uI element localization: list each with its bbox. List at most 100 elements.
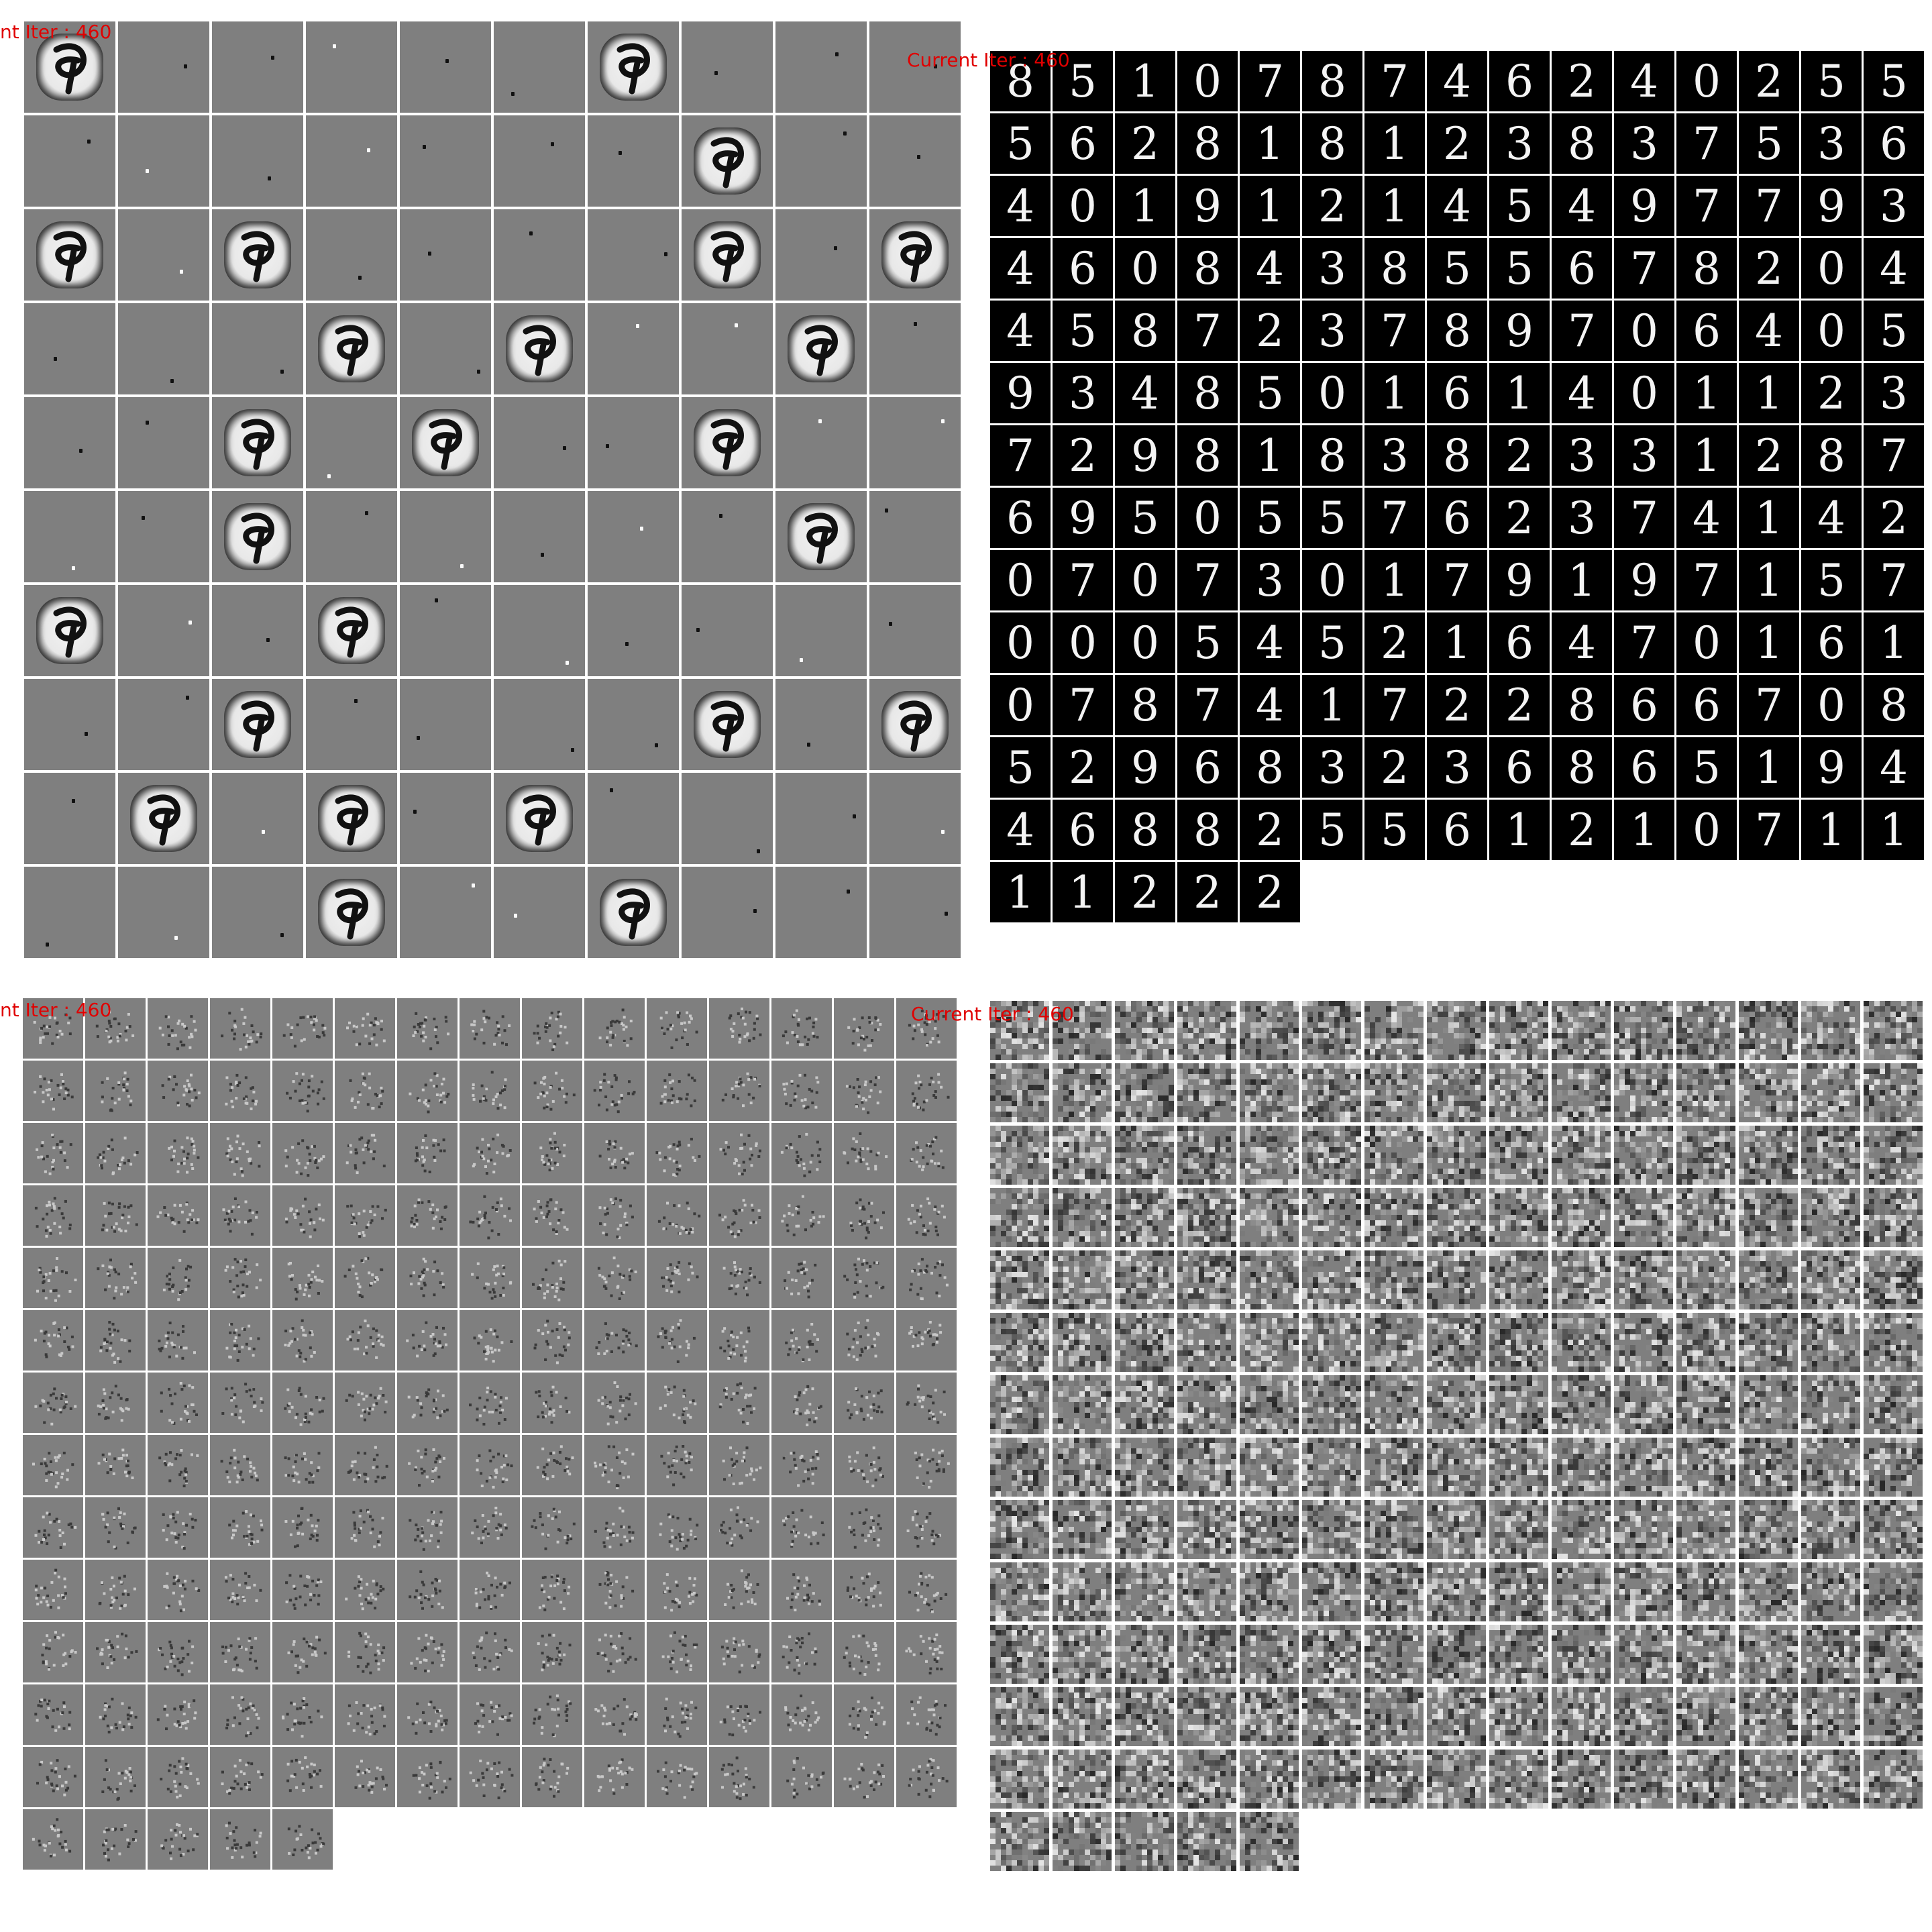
noise-filter-pixels	[1614, 1562, 1673, 1621]
weight-filter	[210, 1185, 270, 1246]
filter-cell	[212, 585, 303, 676]
noise-filter-pixels	[1739, 1001, 1798, 1060]
filter-dot	[664, 252, 667, 256]
digit-glyph: 1	[1801, 800, 1862, 860]
weight-filter	[834, 1560, 894, 1620]
filter-cell	[494, 209, 585, 301]
noise-filter	[1864, 1750, 1923, 1809]
weight-filter	[896, 1185, 957, 1246]
digit-sample: 6	[990, 488, 1051, 548]
noise-filter	[1053, 1375, 1112, 1434]
filter-cell	[588, 115, 679, 207]
filter-dot	[174, 936, 178, 940]
weight-filter-texture	[158, 1449, 199, 1488]
noise-filter	[1053, 1063, 1112, 1122]
filter-dot	[435, 598, 438, 602]
digit-sample: 1	[1739, 363, 1799, 423]
noise-filter-pixels	[1864, 1250, 1923, 1309]
weight-filter	[896, 998, 957, 1059]
digit-sample: 1	[1115, 176, 1175, 236]
filter-cell	[212, 397, 303, 488]
digit-sample: 7	[1614, 238, 1674, 299]
weight-filter	[148, 1061, 208, 1121]
digit-glyph: 5	[1115, 488, 1175, 548]
noise-filter-pixels	[1864, 1001, 1923, 1060]
digit-sample: 7	[1177, 550, 1238, 610]
digit-glyph: 4	[1864, 737, 1924, 798]
filter-cell	[494, 679, 585, 770]
weight-filter-texture	[719, 1506, 759, 1547]
filter-blob-strokes	[429, 419, 462, 470]
noise-filter	[1240, 1562, 1299, 1621]
digit-glyph: 0	[1053, 176, 1113, 236]
digit-glyph: 2	[1864, 488, 1924, 548]
digit-glyph: 2	[1364, 612, 1425, 673]
digit-sample: 3	[1614, 425, 1674, 486]
digit-glyph: 0	[1053, 612, 1113, 673]
digit-sample: 2	[1053, 737, 1113, 798]
digit-glyph: 2	[1177, 862, 1238, 922]
noise-filter	[990, 1438, 1049, 1497]
weight-filter-texture	[598, 1008, 633, 1047]
noise-filter-pixels	[1489, 1001, 1548, 1060]
noise-filter-pixels	[1177, 1750, 1236, 1809]
weight-filter-texture	[224, 1572, 262, 1606]
weight-filter-texture	[412, 1012, 450, 1051]
weight-filter	[335, 1684, 395, 1745]
weight-filter-texture	[910, 1136, 945, 1171]
noise-filter-pixels	[1489, 1063, 1548, 1122]
filter-dot	[529, 231, 533, 235]
weight-filter	[584, 998, 645, 1059]
filter-cell	[775, 397, 867, 488]
noise-filter	[1801, 1438, 1860, 1497]
noise-filter	[1177, 1188, 1236, 1247]
weight-filter	[460, 1373, 520, 1433]
noise-filter	[1053, 1001, 1112, 1060]
weight-filter-texture	[473, 1328, 513, 1363]
digit-glyph: 7	[1177, 675, 1238, 735]
weight-filter-texture	[347, 1701, 386, 1736]
filter-dot	[917, 155, 920, 159]
digit-sample: 6	[1552, 238, 1612, 299]
noise-filter	[1115, 1687, 1174, 1746]
noise-filter	[1115, 1562, 1174, 1621]
noise-filter-pixels	[1302, 1063, 1361, 1122]
digit-sample: 3	[1427, 737, 1487, 798]
noise-filter-pixels	[1364, 1562, 1424, 1621]
weight-filter	[771, 998, 832, 1059]
weight-filter	[335, 1497, 395, 1558]
digit-glyph: 0	[1801, 301, 1862, 361]
weight-filter	[771, 1185, 832, 1246]
noise-filter	[1864, 1438, 1923, 1497]
noise-filter-pixels	[1552, 1063, 1611, 1122]
weight-filter	[85, 1497, 146, 1558]
digit-glyph: 6	[1801, 612, 1862, 673]
digit-glyph: 7	[1240, 51, 1300, 111]
weight-filter	[335, 1373, 395, 1433]
digit-glyph: 5	[1676, 737, 1737, 798]
filter-dot	[358, 276, 362, 280]
noise-filter	[1177, 1625, 1236, 1684]
digit-sample: 0	[990, 612, 1051, 673]
weight-filter	[522, 998, 582, 1059]
weight-filter	[148, 1684, 208, 1745]
weight-filter	[335, 1747, 395, 1807]
filter-dot	[889, 622, 892, 626]
digit-sample: 0	[1801, 238, 1862, 299]
noise-filter-pixels	[1739, 1250, 1798, 1309]
digit-glyph: 9	[1801, 737, 1862, 798]
digit-sample: 2	[1240, 800, 1300, 860]
digit-glyph: 1	[1240, 425, 1300, 486]
digit-sample: 4	[1739, 301, 1799, 361]
digit-glyph: 5	[1489, 176, 1550, 236]
noise-filter	[1364, 1001, 1424, 1060]
digit-glyph: 0	[1801, 238, 1862, 299]
digit-glyph: 4	[1240, 675, 1300, 735]
weight-filter	[335, 1061, 395, 1121]
weight-filter-texture	[222, 1197, 258, 1236]
filter-cell	[869, 209, 961, 301]
digit-sample: 1	[1053, 862, 1113, 922]
noise-filter-pixels	[1801, 1313, 1860, 1372]
digit-sample: 9	[1614, 176, 1674, 236]
filter-cell	[682, 21, 773, 113]
